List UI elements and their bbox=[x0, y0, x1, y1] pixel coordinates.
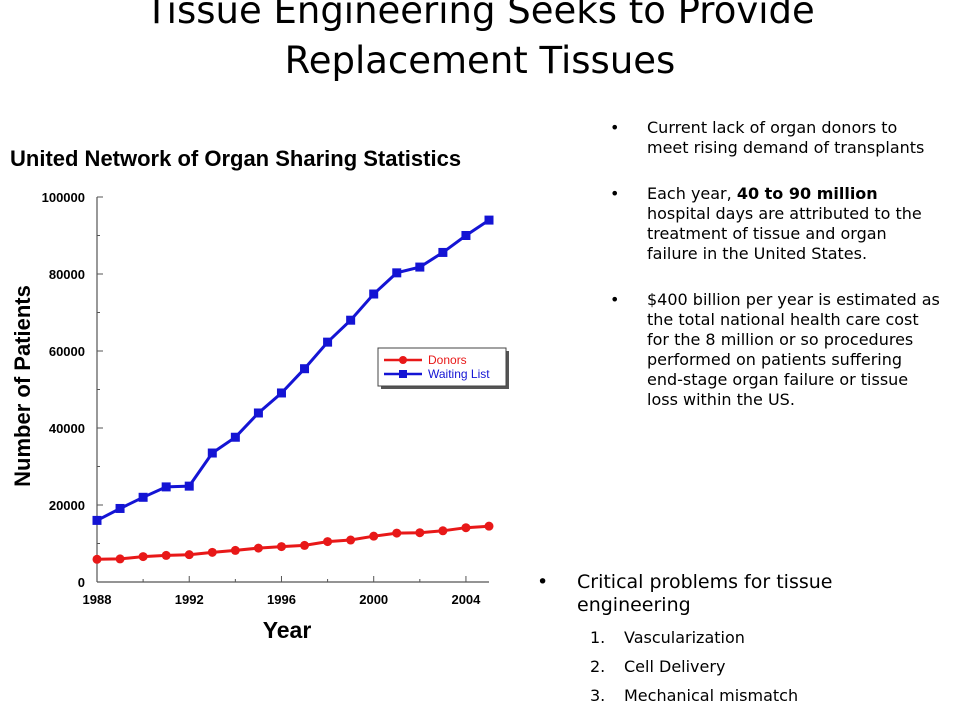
data-point-donors bbox=[392, 528, 402, 538]
data-point-donors bbox=[230, 545, 240, 555]
bullet-health-care-cost: • $400 billion per year is estimated as … bbox=[610, 290, 940, 410]
data-point-donors bbox=[161, 550, 171, 560]
y-tick-label: 0 bbox=[78, 575, 85, 590]
critical-problems-list: 1. Vascularization 2. Cell Delivery 3. Mech… bbox=[537, 623, 937, 710]
fact-bullets: • Current lack of organ donors to meet r… bbox=[610, 118, 940, 436]
bullet-text: Current lack of organ donors to meet ris… bbox=[647, 118, 925, 157]
y-tick-label: 20000 bbox=[49, 498, 85, 513]
data-point-donors bbox=[461, 523, 471, 533]
data-point-waiting-list bbox=[115, 503, 125, 513]
data-point-donors bbox=[184, 550, 194, 560]
data-point-waiting-list bbox=[138, 492, 148, 502]
data-point-donors bbox=[484, 521, 494, 531]
data-point-waiting-list bbox=[461, 231, 471, 240]
slide-title: Tissue Engineering Seeks to Provide Repl… bbox=[0, 0, 960, 86]
critical-problems-heading: • Critical problems for tissue engineeri… bbox=[537, 571, 833, 616]
y-tick-label: 40000 bbox=[49, 421, 85, 436]
data-point-donors bbox=[115, 554, 125, 564]
slide-title-line-1: Tissue Engineering Seeks to Provide bbox=[145, 0, 815, 32]
line-chart: 0 20000 40000 60000 80000 100000 1988 1992 1996 2… bbox=[10, 190, 509, 643]
bullet-text-bold: 40 to 90 million bbox=[736, 184, 878, 203]
x-tick-label: 1992 bbox=[175, 592, 204, 607]
x-tick-label: 2000 bbox=[359, 592, 388, 607]
data-point-donors bbox=[438, 526, 448, 536]
problem-item: 1. Vascularization bbox=[590, 628, 745, 647]
legend-marker-waiting-list bbox=[399, 370, 407, 378]
data-point-donors bbox=[346, 535, 356, 545]
data-point-waiting-list bbox=[392, 268, 402, 278]
bullet-text-pre: Each year, bbox=[647, 184, 737, 203]
x-tick-label: 1996 bbox=[267, 592, 296, 607]
bullet-dot-icon: • bbox=[537, 571, 549, 593]
legend-label-waiting-list: Waiting List bbox=[428, 367, 490, 381]
data-point-waiting-list bbox=[438, 247, 448, 257]
x-tick-label: 2004 bbox=[451, 592, 481, 607]
slide-title-line-2: Replacement Tissues bbox=[284, 39, 676, 82]
data-point-donors bbox=[92, 554, 102, 564]
data-point-waiting-list bbox=[207, 448, 217, 458]
problem-item: 3. Mechanical mismatch bbox=[590, 686, 799, 705]
x-axis-label: Year bbox=[263, 617, 312, 643]
data-point-donors bbox=[369, 531, 379, 541]
bullet-donor-shortage: • Current lack of organ donors to meet r… bbox=[610, 118, 940, 158]
y-tick-label: 100000 bbox=[42, 190, 85, 205]
bullet-text-post: hospital days are attributed to the trea… bbox=[647, 204, 922, 263]
data-point-waiting-list bbox=[369, 289, 379, 299]
data-point-donors bbox=[300, 540, 310, 550]
data-point-waiting-list bbox=[484, 215, 494, 225]
data-point-waiting-list bbox=[92, 515, 102, 525]
bullet-dot-icon: • bbox=[610, 290, 620, 309]
data-point-waiting-list bbox=[276, 388, 286, 398]
data-point-waiting-list bbox=[161, 482, 171, 492]
data-point-donors bbox=[207, 547, 217, 557]
data-point-waiting-list bbox=[184, 481, 194, 491]
data-point-waiting-list bbox=[346, 315, 356, 325]
legend-box bbox=[377, 347, 507, 387]
data-point-donors bbox=[138, 552, 148, 562]
legend-label-donors: Donors bbox=[428, 353, 467, 367]
y-tick-label: 80000 bbox=[49, 267, 85, 282]
problem-item: 2. Cell Delivery bbox=[590, 657, 726, 676]
data-point-donors bbox=[323, 537, 333, 547]
data-point-waiting-list bbox=[415, 262, 425, 272]
x-tick-label: 1988 bbox=[83, 592, 112, 607]
y-axis-label: Number of Patients bbox=[10, 285, 35, 487]
bullet-hospital-days: • Each year, 40 to 90 million hospital d… bbox=[610, 184, 940, 264]
data-point-donors bbox=[415, 528, 425, 538]
bullet-text: $400 billion per year is estimated as th… bbox=[647, 290, 940, 409]
data-point-donors bbox=[276, 542, 286, 552]
chart-title: United Network of Organ Sharing Statisti… bbox=[10, 146, 462, 171]
data-point-waiting-list bbox=[300, 364, 310, 374]
bullet-dot-icon: • bbox=[610, 184, 620, 203]
critical-problems: • Critical problems for tissue engineeri… bbox=[537, 571, 937, 710]
series-line-donors bbox=[96, 524, 490, 561]
bullet-dot-icon: • bbox=[610, 118, 620, 137]
y-tick-label: 60000 bbox=[49, 344, 85, 359]
data-point-waiting-list bbox=[323, 337, 333, 347]
data-point-donors bbox=[253, 543, 263, 553]
data-point-waiting-list bbox=[230, 432, 240, 442]
legend-marker-donors bbox=[399, 356, 407, 364]
data-point-waiting-list bbox=[253, 408, 263, 418]
